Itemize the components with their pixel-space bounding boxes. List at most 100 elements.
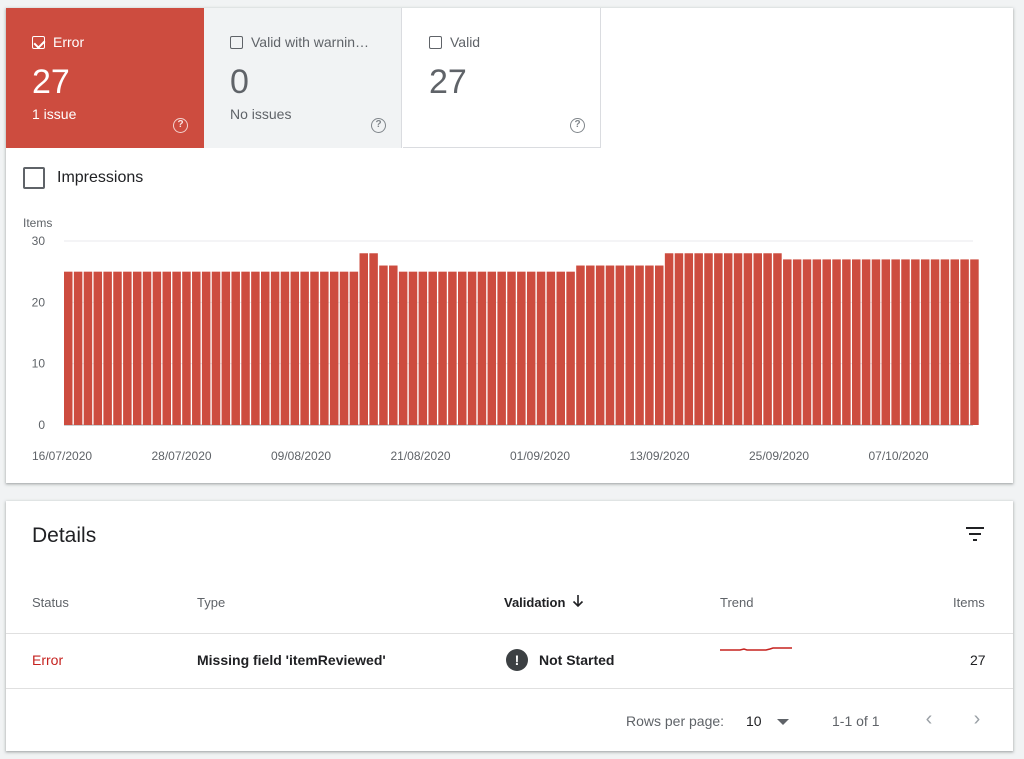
chevron-right-icon[interactable]: › — [973, 708, 981, 730]
chart-bar — [556, 271, 565, 425]
x-tick-label: 09/08/2020 — [271, 449, 331, 463]
chart-bar — [211, 271, 221, 425]
valid-tile[interactable]: Valid 27 ? — [403, 8, 601, 148]
chart-bar — [763, 253, 772, 425]
chart-bar — [162, 271, 171, 425]
chart-bar — [142, 271, 152, 425]
chart-bar — [487, 271, 497, 425]
chart-bar — [576, 265, 585, 425]
help-icon[interactable]: ? — [173, 118, 188, 133]
chart-bar — [438, 271, 447, 425]
warning-checkbox[interactable] — [230, 36, 243, 49]
chart-bar — [950, 259, 959, 425]
warning-subtitle: No issues — [230, 106, 292, 122]
chart-bar — [566, 271, 575, 425]
chart-bar — [970, 259, 979, 425]
chart-bar — [822, 259, 831, 425]
chart-bar — [714, 253, 723, 425]
x-tick-label: 25/09/2020 — [749, 449, 809, 463]
chart-bar — [625, 265, 634, 425]
row-status: Error — [32, 652, 64, 668]
chart-bar — [526, 271, 536, 425]
chart-bar — [743, 253, 753, 425]
chart-bar — [280, 271, 290, 425]
chart-bar — [132, 271, 142, 425]
y-tick-label: 10 — [32, 357, 46, 371]
row-validation: Not Started — [539, 652, 615, 668]
rows-per-page-label: Rows per page: — [626, 713, 725, 729]
y-tick-label: 30 — [32, 234, 46, 248]
chart-bar — [595, 265, 605, 425]
impressions-label: Impressions — [57, 169, 144, 186]
valid-count: 27 — [429, 63, 467, 101]
chart-bar — [329, 271, 339, 425]
column-header-trend: Trend — [720, 595, 754, 610]
details-title: Details — [32, 524, 97, 547]
chart-bar — [270, 271, 280, 425]
chart-bar — [881, 259, 891, 425]
chart-bar — [339, 271, 349, 425]
column-header-status[interactable]: Status — [32, 595, 69, 610]
help-icon[interactable]: ? — [371, 118, 386, 133]
chart-bar — [369, 253, 378, 425]
chart-bar — [852, 259, 861, 425]
error-checkbox[interactable] — [32, 36, 45, 49]
chart-bar — [792, 259, 802, 425]
details-card: Details Status Type Validation Trend Ite… — [6, 501, 1013, 751]
chart-bar — [192, 271, 201, 425]
chart-bar — [901, 259, 910, 425]
error-tile[interactable]: Error 27 1 issue ? — [6, 8, 204, 148]
chevron-left-icon[interactable]: ‹ — [925, 708, 933, 730]
chart-bar — [891, 259, 900, 425]
chart-bar — [73, 271, 83, 425]
column-header-type[interactable]: Type — [197, 595, 226, 610]
y-tick-label: 0 — [38, 418, 45, 432]
chart-bar — [694, 253, 703, 425]
chart-bar — [655, 265, 664, 425]
warning-tile-label: Valid with warnin… — [251, 34, 370, 50]
chart-bar — [477, 271, 487, 425]
impressions-checkbox[interactable] — [23, 167, 45, 189]
valid-checkbox[interactable] — [429, 36, 442, 49]
dropdown-arrow-icon — [777, 719, 789, 725]
chart-bar — [645, 265, 654, 425]
row-type: Missing field 'itemReviewed' — [197, 652, 386, 668]
pagination-range: 1-1 of 1 — [832, 713, 880, 729]
filter-icon[interactable] — [963, 522, 987, 546]
chart-bar — [536, 271, 546, 425]
column-header-validation[interactable]: Validation — [504, 595, 566, 610]
chart-bar — [359, 253, 368, 425]
chart-bar — [664, 253, 674, 425]
chart-bar — [960, 259, 969, 425]
chart-bar — [783, 259, 792, 425]
chart-bar — [546, 271, 556, 425]
chart-bar — [231, 271, 240, 425]
chart-bar — [261, 271, 270, 425]
chart-bar — [310, 271, 319, 425]
items-bar-chart: Items 0 10 20 30 16/07/2020 28/07/2020 09/08/20… — [23, 216, 979, 463]
help-icon[interactable]: ? — [570, 118, 585, 133]
column-header-items[interactable]: Items — [953, 595, 985, 610]
x-tick-label: 01/09/2020 — [510, 449, 570, 463]
rows-per-page-value: 10 — [746, 713, 762, 729]
chart-bar — [871, 259, 881, 425]
warning-tile[interactable]: Valid with warnin… 0 No issues ? — [204, 8, 402, 148]
warning-exclamation-icon: ! — [506, 649, 528, 671]
chart-bar — [389, 265, 398, 425]
chart-bar — [349, 271, 359, 425]
chart-bar — [842, 259, 851, 425]
chart-bar — [458, 271, 467, 425]
chart-bar — [605, 265, 615, 425]
x-tick-label: 16/07/2020 — [32, 449, 92, 463]
chart-bar — [733, 253, 743, 425]
valid-tile-label: Valid — [450, 34, 481, 50]
chart-bar — [182, 271, 191, 425]
chart-bar — [920, 259, 930, 425]
chart-bar — [379, 265, 388, 425]
chart-bar — [861, 259, 871, 425]
chart-bar — [251, 271, 260, 425]
x-tick-label: 13/09/2020 — [630, 449, 690, 463]
chart-bar — [241, 271, 250, 425]
sort-arrow-down-icon[interactable] — [571, 594, 585, 608]
error-tile-label: Error — [53, 34, 85, 50]
